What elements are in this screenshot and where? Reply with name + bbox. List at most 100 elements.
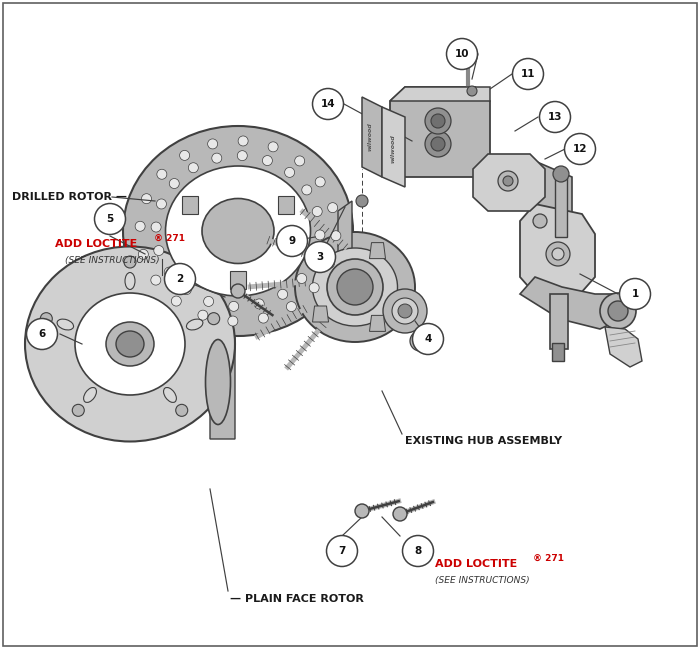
Circle shape (268, 142, 278, 152)
Text: 13: 13 (547, 112, 562, 122)
Polygon shape (370, 243, 386, 259)
Ellipse shape (164, 387, 176, 402)
Circle shape (164, 267, 174, 277)
FancyBboxPatch shape (550, 294, 568, 349)
Text: (SEE INSTRUCTIONS): (SEE INSTRUCTIONS) (65, 256, 160, 265)
Ellipse shape (75, 293, 185, 395)
Text: 5: 5 (106, 214, 113, 224)
Ellipse shape (123, 126, 353, 336)
Text: ADD LOCTITE: ADD LOCTITE (55, 239, 137, 249)
Circle shape (135, 221, 145, 231)
Circle shape (229, 301, 239, 312)
Circle shape (331, 230, 341, 241)
Circle shape (141, 193, 151, 204)
Circle shape (326, 535, 358, 567)
Circle shape (498, 171, 518, 191)
Circle shape (164, 263, 195, 295)
Circle shape (425, 131, 451, 157)
Circle shape (392, 298, 418, 324)
Text: 1: 1 (631, 289, 638, 299)
Circle shape (72, 404, 84, 417)
FancyBboxPatch shape (555, 177, 567, 237)
Circle shape (139, 249, 148, 260)
Circle shape (181, 285, 191, 295)
Circle shape (355, 504, 369, 518)
Circle shape (172, 296, 181, 306)
Polygon shape (312, 252, 328, 268)
Text: wilwood: wilwood (368, 123, 372, 151)
Circle shape (402, 535, 433, 567)
Text: wilwood: wilwood (391, 134, 395, 164)
Circle shape (276, 225, 307, 256)
Circle shape (169, 178, 179, 188)
Circle shape (564, 134, 596, 164)
Circle shape (553, 166, 569, 182)
Circle shape (410, 331, 430, 351)
Circle shape (94, 204, 125, 234)
Circle shape (620, 278, 650, 310)
Circle shape (262, 156, 272, 165)
Ellipse shape (106, 322, 154, 366)
Circle shape (447, 38, 477, 69)
Ellipse shape (57, 319, 74, 330)
Polygon shape (390, 87, 490, 177)
Circle shape (285, 167, 295, 177)
Circle shape (412, 323, 444, 354)
Text: EXISTING HUB ASSEMBLY: EXISTING HUB ASSEMBLY (405, 436, 562, 446)
Circle shape (608, 301, 628, 321)
Circle shape (150, 275, 161, 285)
Circle shape (309, 283, 319, 293)
Polygon shape (362, 97, 382, 177)
Polygon shape (230, 271, 246, 289)
Circle shape (415, 336, 425, 346)
Polygon shape (605, 327, 642, 367)
Ellipse shape (312, 248, 398, 326)
Circle shape (312, 88, 344, 119)
Polygon shape (312, 306, 328, 322)
Circle shape (231, 284, 245, 298)
Circle shape (431, 114, 445, 128)
Text: DRILLED ROTOR —: DRILLED ROTOR — (12, 192, 127, 202)
Circle shape (302, 185, 312, 195)
Circle shape (600, 293, 636, 329)
Circle shape (356, 195, 368, 207)
Circle shape (151, 222, 161, 232)
Ellipse shape (83, 387, 97, 402)
Circle shape (540, 101, 570, 132)
Text: 2: 2 (176, 274, 183, 284)
Ellipse shape (206, 339, 230, 424)
Circle shape (188, 163, 198, 173)
Circle shape (254, 299, 264, 309)
Circle shape (325, 258, 335, 268)
Text: 12: 12 (573, 144, 587, 154)
FancyBboxPatch shape (552, 343, 564, 361)
Circle shape (238, 136, 248, 146)
Text: 3: 3 (316, 252, 323, 262)
Ellipse shape (125, 273, 135, 289)
Ellipse shape (186, 319, 203, 330)
Polygon shape (382, 107, 405, 187)
Circle shape (393, 507, 407, 521)
Text: ADD LOCTITE: ADD LOCTITE (435, 559, 517, 569)
Text: 11: 11 (521, 69, 536, 79)
Text: (SEE INSTRUCTIONS): (SEE INSTRUCTIONS) (435, 576, 530, 585)
Circle shape (552, 248, 564, 260)
Circle shape (328, 202, 337, 213)
Text: — PLAIN FACE ROTOR: — PLAIN FACE ROTOR (230, 594, 364, 604)
Text: 6: 6 (38, 329, 46, 339)
Polygon shape (390, 87, 490, 101)
Polygon shape (520, 277, 625, 329)
Circle shape (180, 151, 190, 160)
Circle shape (312, 206, 322, 217)
Circle shape (154, 245, 164, 256)
Circle shape (286, 302, 296, 312)
Ellipse shape (202, 199, 274, 263)
Text: ® 271: ® 271 (154, 234, 185, 243)
Circle shape (157, 169, 167, 179)
Polygon shape (278, 196, 293, 214)
Circle shape (27, 319, 57, 350)
Circle shape (295, 156, 304, 166)
Circle shape (124, 256, 136, 268)
Circle shape (467, 86, 477, 96)
Circle shape (237, 151, 247, 161)
